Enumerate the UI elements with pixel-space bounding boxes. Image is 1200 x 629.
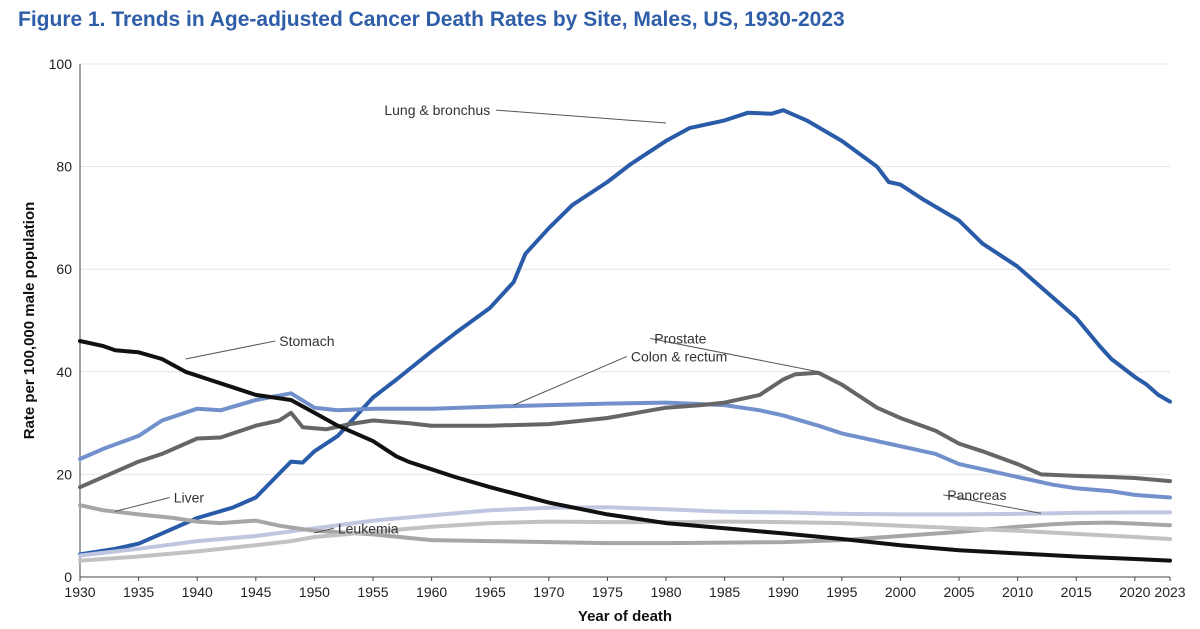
y-tick-label: 20: [56, 466, 72, 482]
x-tick-label: 1935: [123, 584, 154, 600]
x-tick-label: 1990: [768, 584, 799, 600]
x-tick-label: 1960: [416, 584, 447, 600]
series-label: Lung & bronchus: [384, 102, 490, 118]
series-line-leukemia: [78, 519, 1172, 563]
series-label: Pancreas: [947, 487, 1006, 503]
label-leader-line: [513, 355, 628, 406]
x-tick-label: 2010: [1002, 584, 1033, 600]
series-line-liver: [78, 503, 1172, 546]
series-label: Leukemia: [338, 520, 399, 536]
y-tick-label: 60: [56, 261, 72, 277]
label-leader-line: [314, 527, 334, 534]
series-line-stomach: [78, 339, 1172, 563]
label-leader-line: [185, 340, 276, 360]
chart-title: Figure 1. Trends in Age-adjusted Cancer …: [18, 8, 845, 31]
y-tick-label: 40: [56, 364, 72, 380]
x-tick-label: 1995: [826, 584, 857, 600]
x-tick-label: 1930: [64, 584, 95, 600]
x-tick-label: 2023: [1154, 584, 1185, 600]
series-label: Colon & rectum: [631, 348, 727, 364]
axes: 0 20 40 60 80 100 1930 1935 1940 1945 1950 1955 1960…: [49, 56, 1186, 600]
series-line-prostate: [78, 370, 1172, 490]
label-leader-line: [943, 494, 1042, 514]
x-tick-label: 1945: [240, 584, 271, 600]
gridlines: [80, 63, 1170, 475]
x-tick-label: 2000: [885, 584, 916, 600]
series-lines: [78, 108, 1172, 563]
series-label: Prostate: [654, 330, 706, 346]
x-tick-label: 1985: [709, 584, 740, 600]
series-label: Stomach: [279, 333, 334, 349]
label-leader-line: [496, 109, 667, 124]
x-tick-label: 1975: [592, 584, 623, 600]
y-tick-label: 80: [56, 159, 72, 175]
x-tick-label: 1970: [533, 584, 564, 600]
series-line-pancreas: [78, 505, 1172, 558]
series-labels: Lung & bronchus Stomach Colon & rectum Pros…: [115, 102, 1042, 536]
x-tick-label: 2020: [1119, 584, 1150, 600]
label-leader-line: [115, 497, 170, 512]
y-axis-title: Rate per 100,000 male population: [21, 202, 38, 440]
x-tick-label: 2015: [1061, 584, 1092, 600]
x-axis-title: Year of death: [578, 608, 672, 625]
x-tick-label: 1955: [357, 584, 388, 600]
x-tick-label: 1965: [475, 584, 506, 600]
y-tick-label: 0: [64, 569, 72, 585]
x-tick-label: 1950: [299, 584, 330, 600]
series-line-lung-bronchus: [78, 108, 1172, 557]
label-leader-line: [650, 337, 819, 373]
x-tick-label: 2005: [943, 584, 974, 600]
x-tick-label: 1980: [650, 584, 681, 600]
y-tick-label: 100: [49, 56, 73, 72]
series-line-colon-rectum: [78, 391, 1172, 500]
x-tick-label: 1940: [182, 584, 213, 600]
series-label: Liver: [174, 489, 205, 505]
